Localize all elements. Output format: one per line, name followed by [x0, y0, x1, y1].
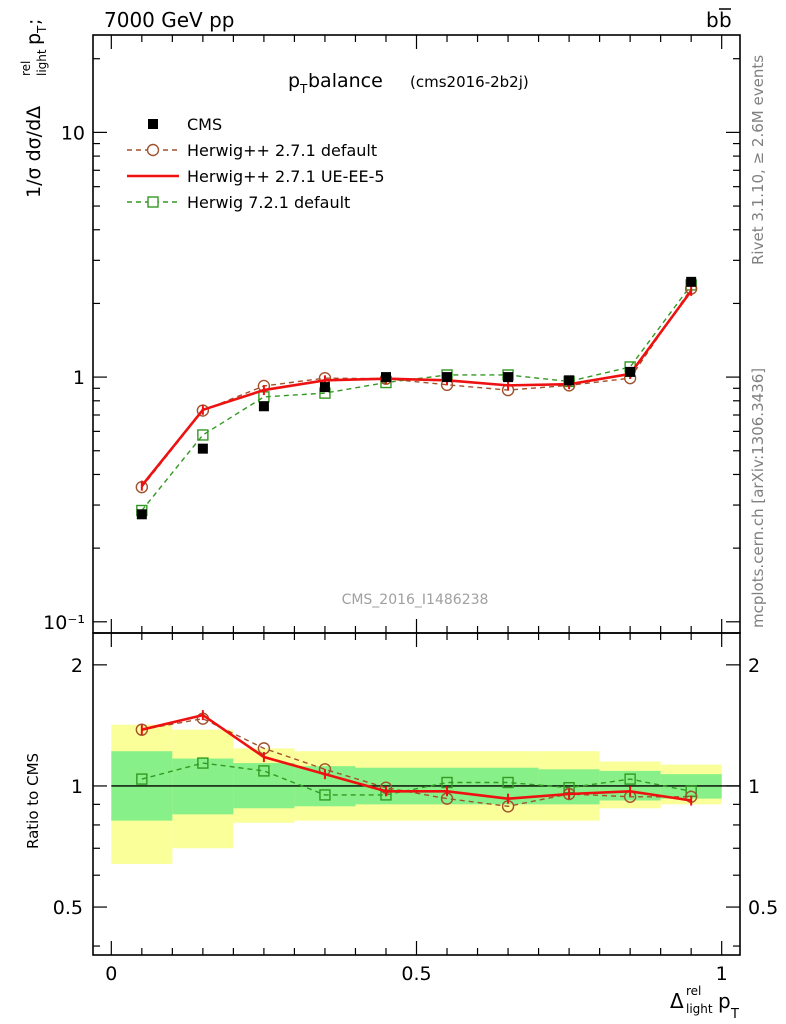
- legend-marker-hpp_def: [146, 143, 160, 157]
- x-tick-label: 1: [716, 963, 728, 985]
- legend-marker-h7_def: [147, 196, 159, 208]
- legend-marker-cms: [148, 119, 158, 129]
- main-cms-point: [197, 443, 208, 454]
- ratio-y-tick-label-right: 2: [748, 655, 760, 677]
- main-cms-point: [625, 366, 636, 377]
- x-axis-ticks: 0 0.5 1: [105, 35, 728, 985]
- main-cms-point: [319, 382, 330, 393]
- ratio-y-tick-label-right: 0.5: [748, 897, 778, 919]
- main-cms-point: [136, 509, 147, 520]
- x-label-part-3: p: [718, 989, 731, 1013]
- y-label-part-2: light: [35, 49, 49, 76]
- legend-label-cms: CMS: [187, 115, 222, 134]
- ratio-axis-ticks: 2 2 1 1 0.5 0.5: [53, 655, 778, 947]
- ratio-y-tick-label-left: 1: [71, 776, 83, 798]
- mcplots-label: mcplots.cern.ch [arXiv:1306.3436]: [749, 368, 767, 628]
- ratio-plot-frame: [92, 632, 741, 956]
- y-label-part-1: rel: [19, 61, 33, 76]
- main-cms-point: [686, 276, 697, 287]
- ratio-h7_def-point: [258, 765, 270, 777]
- main-h7_def-line: [141, 284, 692, 511]
- ratio-y-tick-label-right: 1: [748, 776, 760, 798]
- x-label-part-0: Δ: [670, 989, 684, 1013]
- ratio-hpp_def-line: [141, 717, 692, 808]
- main-y-tick-label: 10: [61, 122, 85, 144]
- y-axis-label-ratio: Ratio to CMS: [24, 753, 42, 849]
- main-cms-point: [258, 401, 269, 412]
- ratio-h7_def-point: [197, 757, 209, 769]
- analysis-watermark: CMS_2016_I1486238: [342, 592, 489, 608]
- legend-label-hpp_ue: Herwig++ 2.7.1 UE-EE-5: [187, 167, 385, 186]
- ratio-h7_def-line: [141, 762, 692, 796]
- energy-label: 7000 GeV pp: [104, 8, 235, 32]
- process-label-b: b: [706, 8, 719, 32]
- y-label-part-0: 1/σ dσ/dΔ: [23, 106, 45, 198]
- y-axis-label-main: 1/σ dσ/dΔ rel light p T ;: [19, 19, 49, 198]
- ratio-y-tick-label-left: 0.5: [53, 897, 83, 919]
- main-cms-point: [503, 372, 514, 383]
- legend-label-hpp_def: Herwig++ 2.7.1 default: [187, 141, 377, 160]
- main-y-tick-label: 1: [73, 367, 85, 389]
- ratio-h7_def-point: [319, 789, 331, 801]
- main-hpp_def-line: [141, 288, 692, 488]
- plot-title-rest: balance: [308, 70, 383, 92]
- x-label-part-4: T: [730, 1007, 739, 1022]
- ratio-hpp_ue-line: [141, 713, 692, 802]
- main-cms-point: [564, 375, 575, 386]
- plot-title-p: p: [288, 70, 300, 92]
- ratio-h7_def-point: [502, 776, 514, 789]
- main-cms-point: [380, 372, 391, 383]
- ratio-h7_def-point: [624, 773, 636, 785]
- x-axis-label: Δ rel light p T: [670, 984, 739, 1022]
- ratio-y-tick-label-left: 2: [71, 655, 83, 677]
- y-label-part-5: ;: [23, 19, 45, 25]
- legend-label-h7_def: Herwig 7.2.1 default: [187, 193, 350, 212]
- plot-title-sub: T: [299, 82, 308, 96]
- plot-title-tag: (cms2016-2b2j): [410, 73, 529, 91]
- main-series: [135, 276, 698, 520]
- main-axis-ticks: 10 1 10⁻¹: [43, 58, 740, 634]
- ratio-h7_def-point: [136, 773, 148, 785]
- y-label-part-3: p: [23, 33, 45, 45]
- main-h7_def-point: [197, 429, 209, 441]
- x-tick-label: 0.5: [401, 963, 431, 985]
- process-label-bbar: b: [719, 8, 732, 32]
- main-hpp_ue-line: [140, 290, 693, 487]
- main-y-tick-label: 10⁻¹: [43, 612, 85, 634]
- process-label: b b: [706, 8, 732, 32]
- x-tick-label: 0: [105, 963, 117, 985]
- rivet-label: Rivet 3.1.10, ≥ 2.6M events: [749, 55, 767, 265]
- main-cms-point: [442, 372, 453, 383]
- plot-title: p T balance (cms2016-2b2j): [288, 70, 529, 96]
- ratio-series: [135, 710, 698, 813]
- x-label-part-1: rel: [686, 984, 701, 998]
- legend: CMS Herwig++ 2.7.1 default Herwig++ 2.7.1 …: [127, 115, 385, 212]
- x-label-part-2: light: [686, 1002, 713, 1016]
- y-label-part-4: T: [35, 25, 49, 34]
